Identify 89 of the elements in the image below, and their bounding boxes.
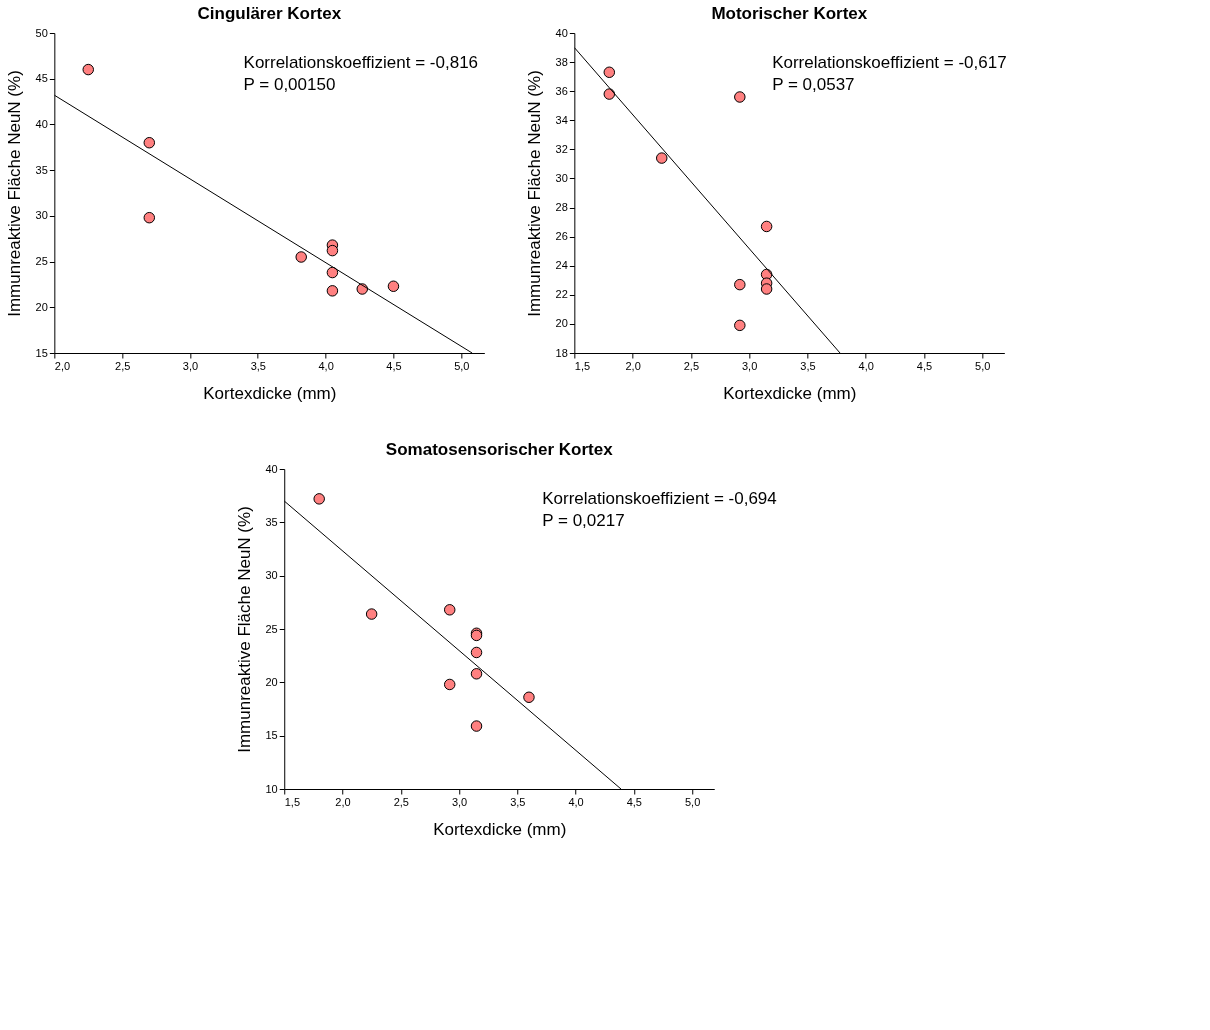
x-tick-label: 4,0 [568, 795, 584, 808]
x-tick-label: 4,5 [916, 359, 933, 372]
y-tick-label: 22 [555, 288, 568, 301]
y-tick-label: 30 [35, 209, 48, 222]
x-tick-label: 3,5 [800, 359, 816, 372]
y-tick-label: 40 [35, 117, 48, 130]
y-tick-label: 34 [555, 113, 568, 126]
chart-title: Somatosensorischer Kortex [385, 440, 614, 459]
x-tick-label: 3,0 [741, 359, 758, 372]
y-tick-label: 18 [555, 346, 568, 359]
point [734, 278, 746, 291]
y-tick-label: 40 [555, 26, 568, 39]
y-tick-label: 28 [555, 201, 568, 214]
point [387, 280, 400, 292]
y-tick-label: 20 [35, 300, 48, 313]
x-tick-label: 2,0 [625, 359, 641, 372]
y-tick-label: 25 [35, 255, 48, 268]
x-tick-label: 1,5 [284, 795, 301, 808]
y-tick-label: 20 [265, 675, 278, 688]
y-tick-label: 26 [555, 230, 568, 243]
chart-title: Motorischer Kortex [711, 4, 868, 23]
y-tick-label: 15 [35, 346, 48, 359]
y-tick-label: 15 [265, 729, 278, 742]
y-tick-label: 35 [35, 163, 48, 176]
annotation: Korrelationskoeffizient = -0,816 [243, 53, 479, 72]
point [326, 244, 339, 257]
point [443, 604, 456, 616]
y-axis-title: Immunreaktive Fläche NeuN (%) [4, 70, 24, 317]
annotation: Korrelationskoeffizient = -0,617 [772, 53, 1007, 72]
point [470, 720, 483, 732]
point [603, 66, 616, 79]
x-axis-title: Kortexdicke (mm) [203, 383, 337, 403]
y-tick-label: 30 [265, 569, 278, 582]
point [603, 88, 616, 100]
x-tick-label: 4,0 [858, 359, 874, 372]
y-tick-label: 45 [35, 72, 48, 85]
y-tick-label: 20 [555, 317, 568, 330]
x-tick-label: 2,5 [115, 359, 131, 372]
y-axis-title: Immunreaktive Fläche NeuN (%) [234, 506, 254, 753]
point [326, 285, 339, 297]
y-tick-label: 32 [555, 142, 568, 155]
x-axis-title: Kortexdicke (mm) [433, 819, 567, 839]
annotation: Korrelationskoeffizient = -0,694 [542, 489, 777, 508]
point [365, 608, 378, 620]
point [760, 220, 773, 233]
x-tick-label: 3,5 [250, 359, 266, 372]
y-tick-label: 30 [555, 171, 568, 184]
point [655, 152, 668, 164]
point [295, 251, 307, 263]
annotation: P = 0,0217 [542, 511, 625, 530]
x-tick-label: 3,5 [510, 795, 526, 808]
point [82, 63, 94, 76]
x-tick-label: 4,0 [318, 359, 334, 372]
x-tick-label: 1,5 [574, 359, 591, 372]
point [443, 678, 456, 691]
y-tick-label: 35 [265, 515, 278, 528]
chart-title: Cingulärer Kortex [197, 4, 342, 23]
y-tick-label: 38 [555, 55, 568, 68]
x-axis-title: Kortexdicke (mm) [723, 383, 857, 403]
x-tick-label: 2,0 [335, 795, 351, 808]
annotation: P = 0,0537 [772, 75, 855, 94]
x-tick-label: 3,0 [182, 359, 199, 372]
x-tick-label: 3,0 [451, 795, 468, 808]
point [734, 91, 746, 103]
x-tick-label: 2,0 [54, 359, 71, 372]
point [760, 283, 773, 295]
y-tick-label: 10 [265, 782, 278, 795]
y-axis-title: Immunreaktive Fläche NeuN (%) [524, 70, 544, 317]
point [326, 266, 339, 279]
y-tick-label: 25 [265, 622, 278, 635]
y-tick-label: 24 [555, 259, 568, 272]
annotation: P = 0,00150 [243, 75, 336, 94]
x-tick-label: 2,5 [393, 795, 409, 808]
y-tick-label: 50 [35, 26, 48, 39]
y-tick-label: 36 [555, 84, 568, 97]
point [523, 691, 535, 703]
x-tick-label: 5,0 [975, 359, 991, 372]
point [734, 319, 746, 332]
point [470, 646, 483, 659]
point [143, 136, 156, 149]
x-tick-label: 4,5 [386, 359, 402, 372]
point [313, 493, 325, 505]
x-tick-label: 2,5 [683, 359, 700, 372]
point [470, 668, 483, 680]
point [143, 211, 156, 224]
x-tick-label: 5,0 [684, 795, 701, 808]
y-tick-label: 40 [265, 462, 278, 475]
x-tick-label: 5,0 [454, 359, 470, 372]
x-tick-label: 4,5 [626, 795, 642, 808]
